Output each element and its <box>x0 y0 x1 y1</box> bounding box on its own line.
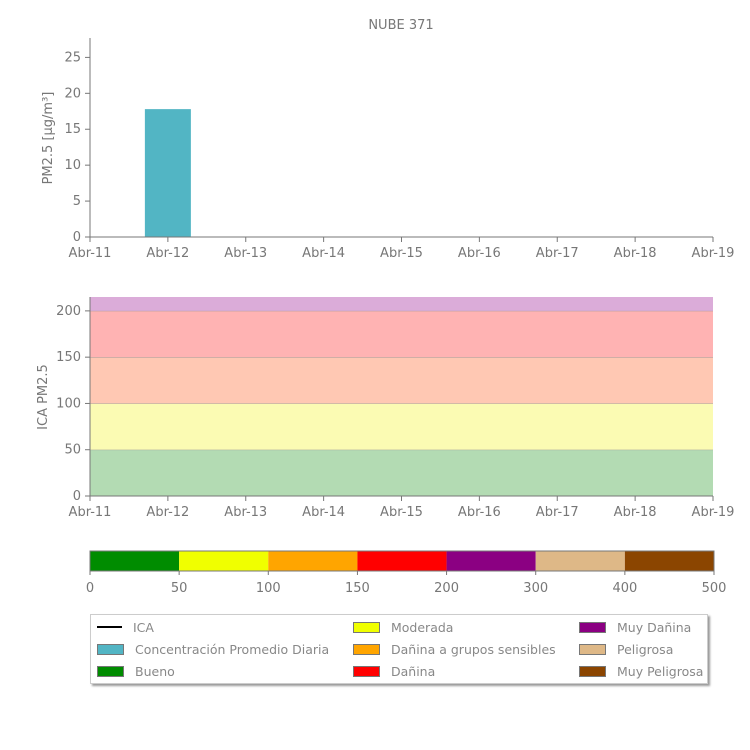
legend-swatch <box>579 643 606 655</box>
y-tick-label: 25 <box>64 50 81 65</box>
x-tick-label: Abr-14 <box>302 246 345 261</box>
y-tick-label: 0 <box>73 230 81 245</box>
legend-label: ICA <box>133 619 154 635</box>
x-tick-label: Abr-16 <box>458 246 501 261</box>
legend-swatch <box>579 665 606 677</box>
x-tick-label: Abr-16 <box>458 505 501 520</box>
x-tick-label: Abr-15 <box>380 505 423 520</box>
x-tick-label: Abr-18 <box>614 505 657 520</box>
scale-segment <box>179 551 269 571</box>
scale-tick-label: 0 <box>86 581 94 596</box>
y-tick-label: 200 <box>56 304 81 319</box>
scale-segment <box>268 551 358 571</box>
x-tick-label: Abr-13 <box>224 246 267 261</box>
legend-swatch <box>353 665 380 677</box>
legend-swatch <box>353 643 380 655</box>
legend-label: Bueno <box>135 663 175 679</box>
y-tick-label: 20 <box>64 86 81 101</box>
legend-line-swatch <box>97 626 122 628</box>
legend-item: Dañina a grupos sensibles <box>347 640 556 658</box>
y-tick-label: 5 <box>73 194 81 209</box>
x-tick-label: Abr-19 <box>692 505 735 520</box>
legend-swatch <box>353 621 380 633</box>
scale-tick-label: 500 <box>702 581 727 596</box>
x-tick-label: Abr-11 <box>69 505 112 520</box>
y-tick-label: 0 <box>73 489 81 504</box>
ica-band <box>90 449 713 496</box>
legend-swatch <box>97 643 124 655</box>
scale-segment <box>357 551 447 571</box>
y-tick-label: 100 <box>56 396 81 411</box>
scale-tick-label: 100 <box>256 581 281 596</box>
y-tick-label: 50 <box>64 443 81 458</box>
x-tick-label: Abr-17 <box>536 246 579 261</box>
legend: ICA Concentración Promedio Diaria Bueno Mod… <box>90 614 708 684</box>
y-tick-label: 150 <box>56 350 81 365</box>
scale-segment <box>624 551 714 571</box>
ica-band <box>90 403 713 450</box>
scale-tick-label: 400 <box>612 581 637 596</box>
scale-segment <box>446 551 536 571</box>
legend-item: Dañina <box>347 662 435 680</box>
scale-tick-label: 150 <box>345 581 370 596</box>
legend-label: Muy Dañina <box>617 619 692 635</box>
y-tick-label: 10 <box>64 158 81 173</box>
legend-item: Muy Dañina <box>573 618 691 636</box>
x-tick-label: Abr-12 <box>146 246 189 261</box>
legend-swatch <box>97 665 124 677</box>
legend-label: Muy Peligrosa <box>617 663 704 679</box>
chart-title: NUBE 371 <box>368 18 433 33</box>
x-tick-label: Abr-15 <box>380 246 423 261</box>
ica-band <box>90 357 713 404</box>
x-tick-label: Abr-17 <box>536 505 579 520</box>
legend-item: Peligrosa <box>573 640 673 658</box>
legend-label: Concentración Promedio Diaria <box>135 641 330 657</box>
scale-tick-label: 50 <box>171 581 188 596</box>
ica-band <box>90 297 713 311</box>
x-tick-label: Abr-18 <box>614 246 657 261</box>
legend-item: Moderada <box>347 618 453 636</box>
scale-segment <box>535 551 625 571</box>
scale-tick-label: 300 <box>523 581 548 596</box>
legend-item: Bueno <box>91 662 175 680</box>
pm25-bar <box>144 109 191 237</box>
legend-label: Dañina <box>391 663 436 679</box>
legend-label: Moderada <box>391 619 454 635</box>
legend-item: ICA <box>91 618 154 636</box>
y-tick-label: 15 <box>64 122 81 137</box>
y-axis-label: PM2.5 [µg/m³] <box>41 92 56 185</box>
legend-label: Dañina a grupos sensibles <box>391 641 556 657</box>
legend-item: Muy Peligrosa <box>573 662 703 680</box>
x-tick-label: Abr-14 <box>302 505 345 520</box>
scale-segment <box>90 551 180 571</box>
legend-item: Concentración Promedio Diaria <box>91 640 329 658</box>
legend-label: Peligrosa <box>617 641 674 657</box>
y-axis-label: ICA PM2.5 <box>36 364 51 430</box>
scale-border <box>89 550 715 572</box>
x-tick-label: Abr-19 <box>692 246 735 261</box>
x-tick-label: Abr-12 <box>146 505 189 520</box>
ica-band <box>90 310 713 358</box>
legend-swatch <box>579 621 606 633</box>
x-tick-label: Abr-13 <box>224 505 267 520</box>
scale-tick-label: 200 <box>434 581 459 596</box>
x-tick-label: Abr-11 <box>69 246 112 261</box>
